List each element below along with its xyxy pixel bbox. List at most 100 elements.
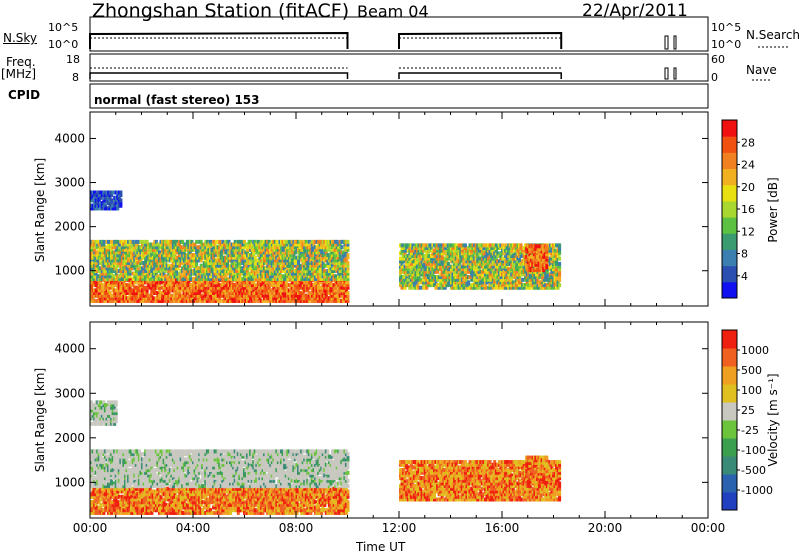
power-cell bbox=[341, 250, 345, 255]
power-cell bbox=[221, 242, 225, 247]
power-cell bbox=[537, 262, 541, 267]
power-cell bbox=[443, 248, 447, 253]
power-cell bbox=[255, 242, 259, 247]
power-cell bbox=[156, 255, 160, 260]
power-cell bbox=[468, 243, 472, 248]
power-cell bbox=[218, 261, 222, 265]
power-cell bbox=[145, 293, 149, 298]
power-cell bbox=[100, 283, 104, 288]
nsearch-label: N.Search bbox=[746, 28, 800, 42]
power-cell bbox=[233, 266, 237, 271]
power-cell bbox=[96, 201, 100, 206]
power-cell bbox=[317, 288, 321, 293]
power-cell bbox=[529, 265, 533, 270]
power-cell bbox=[443, 269, 447, 274]
power-cell bbox=[297, 250, 300, 255]
power-cell bbox=[420, 256, 424, 261]
power-cell bbox=[110, 198, 114, 203]
power-cell bbox=[215, 298, 219, 303]
power-cell bbox=[196, 266, 200, 271]
power-cell bbox=[558, 248, 562, 253]
power-cell bbox=[145, 274, 149, 279]
power-cell bbox=[108, 201, 112, 206]
power-cell bbox=[273, 274, 277, 279]
power-cell bbox=[263, 245, 266, 250]
power-cell bbox=[266, 276, 270, 281]
power-cell bbox=[204, 285, 208, 290]
power-cell bbox=[94, 201, 98, 206]
power-cell bbox=[331, 253, 334, 258]
power-cell bbox=[346, 274, 350, 279]
power-cell bbox=[341, 255, 345, 260]
power-cell bbox=[162, 247, 166, 252]
power-cell bbox=[190, 296, 194, 301]
power-cell bbox=[300, 274, 304, 279]
power-cell bbox=[552, 246, 555, 250]
power-cell bbox=[276, 291, 280, 295]
power-cell bbox=[335, 239, 339, 244]
power-cell bbox=[179, 285, 183, 290]
power-cell bbox=[259, 245, 263, 250]
power-cell bbox=[474, 261, 478, 266]
power-cell bbox=[100, 253, 104, 258]
power-cell bbox=[314, 296, 317, 301]
power-cell bbox=[280, 296, 283, 301]
power-cell bbox=[290, 247, 294, 252]
power-cell bbox=[540, 265, 544, 270]
power-cell bbox=[187, 253, 191, 258]
power-cell bbox=[173, 283, 177, 288]
power-cell bbox=[272, 293, 276, 298]
power-cell bbox=[190, 283, 194, 288]
power-cell bbox=[426, 256, 430, 261]
power-cell bbox=[480, 272, 484, 277]
power-cell bbox=[130, 266, 134, 271]
power-cell bbox=[346, 261, 350, 265]
power-cell bbox=[320, 258, 324, 263]
power-cell bbox=[527, 275, 531, 280]
power-cell bbox=[184, 258, 188, 263]
power-cell bbox=[108, 261, 112, 265]
power-cell bbox=[173, 271, 177, 276]
power-cell bbox=[205, 298, 209, 303]
power-cell bbox=[246, 291, 249, 295]
power-cell bbox=[536, 254, 539, 259]
power-cell bbox=[318, 271, 322, 276]
power-cell bbox=[474, 285, 478, 290]
power-cell bbox=[334, 293, 338, 298]
power-cell bbox=[226, 261, 229, 265]
power-cell bbox=[127, 255, 131, 260]
power-cell bbox=[272, 274, 276, 279]
power-cell bbox=[224, 280, 228, 285]
power-cell bbox=[246, 293, 249, 298]
power-cell bbox=[524, 272, 528, 277]
power-cell bbox=[399, 272, 402, 277]
power-cell bbox=[185, 247, 189, 252]
power-cell bbox=[297, 288, 300, 293]
power-cell bbox=[558, 283, 562, 288]
power-cell bbox=[142, 271, 146, 276]
power-cell bbox=[221, 280, 225, 285]
power-cell bbox=[107, 242, 110, 247]
power-cell bbox=[269, 298, 273, 303]
power-cell bbox=[259, 283, 263, 288]
power-cell bbox=[533, 272, 537, 277]
power-cell bbox=[513, 272, 517, 277]
power-cell bbox=[493, 272, 497, 277]
power-cell bbox=[280, 269, 283, 273]
power-cell bbox=[173, 261, 177, 265]
power-cell bbox=[224, 276, 228, 281]
power-cell bbox=[246, 250, 249, 255]
power-cell bbox=[324, 285, 328, 290]
power-cell bbox=[426, 272, 430, 277]
power-cell bbox=[511, 280, 515, 285]
power-cell bbox=[229, 296, 232, 301]
power-cell bbox=[139, 293, 143, 298]
power-cell bbox=[215, 285, 219, 290]
power-cell bbox=[440, 264, 444, 269]
power-cell bbox=[259, 247, 263, 252]
power-cell bbox=[331, 242, 334, 247]
power-cell bbox=[505, 283, 509, 288]
power-cell bbox=[165, 255, 169, 260]
power-cell bbox=[165, 239, 169, 244]
power-cell bbox=[161, 245, 165, 250]
